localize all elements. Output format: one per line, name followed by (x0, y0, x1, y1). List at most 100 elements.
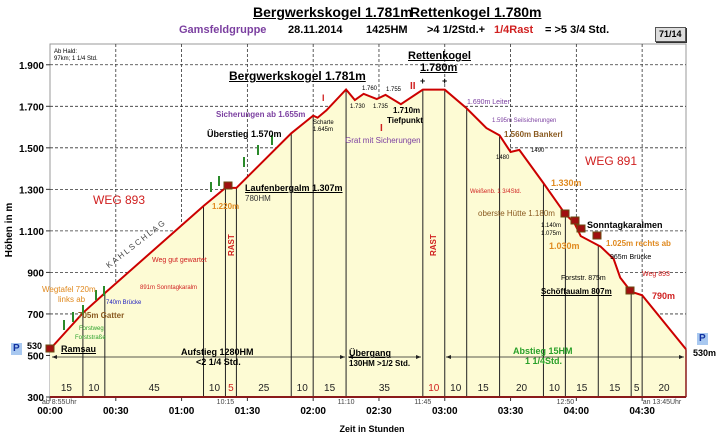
label-1490: 1490 (531, 148, 545, 154)
x-tick-label: 03:00 (432, 406, 458, 417)
clock-label: ab 8:55Uhr (42, 399, 77, 406)
label-gewartet: Weg gut gewartet (152, 257, 207, 264)
segment-duration: 5 (228, 383, 234, 394)
parking-icon-end: P (697, 333, 708, 345)
label-1330: 1.330m (551, 178, 582, 188)
x-tick-label: 00:30 (103, 406, 129, 417)
label-scharte: Scharte (313, 120, 334, 126)
y-tick-label: 700 (27, 310, 44, 321)
height-meters: 1425HM (366, 24, 408, 36)
clock-label: an 13:45Uhr (643, 399, 682, 406)
label-forstweg: Forstweg (79, 326, 104, 332)
label-bankerl: 1.560m Bankerl (504, 130, 563, 139)
label-1480: 1480 (496, 155, 510, 161)
label-ueberstieg: Überstieg 1.570m (207, 129, 282, 139)
cross-icon: + (442, 76, 448, 86)
hut-icon (592, 231, 602, 240)
segment-duration: 15 (61, 383, 73, 394)
segment-duration: 10 (450, 383, 462, 394)
label-sonntagkaralm-891: 891m Sonntagkaralm (140, 285, 198, 291)
label-weg893-b: Weg 893 (642, 271, 670, 278)
x-tick-label: 00:00 (37, 406, 63, 417)
y-tick-label: 900 (27, 268, 44, 279)
label-weg893: WEG 893 (93, 193, 146, 207)
label-tiefpunkt: Tiefpunkt (387, 116, 423, 125)
label-scharte-alt: 1.645m (313, 127, 334, 133)
label-790: 790m (652, 291, 676, 301)
y-tick-label: 1.900 (19, 61, 44, 72)
cross-icon: + (420, 76, 426, 86)
segment-duration: 15 (478, 383, 490, 394)
x-tick-label: 01:00 (169, 406, 195, 417)
hut-icon (45, 344, 55, 353)
segment-duration: 15 (576, 383, 588, 394)
label-1025: 1.025m rechts ab (606, 239, 671, 248)
clock-label: 11:10 (338, 399, 355, 406)
hut-icon (576, 224, 586, 233)
parking-icon-start: P (11, 343, 22, 355)
label-leiter: 1.690m Leiter (467, 99, 510, 106)
label-780hm: 780HM (245, 194, 271, 203)
x-tick-label: 01:30 (235, 406, 261, 417)
x-axis-title: Zeit in Stunden (340, 424, 405, 434)
total-time: = >5 3/4 Std. (545, 24, 610, 36)
label-gatter: 705m Gatter (78, 311, 125, 320)
peak1-label: Bergwerkskogel 1.781m (229, 69, 366, 83)
label-aufstieg-time: <2 1/4 Std. (196, 357, 241, 367)
rast-label: RAST (227, 234, 236, 256)
label-links-ab: links ab (58, 295, 86, 304)
note-line2: 97km; 1 1/4 Std. (54, 56, 98, 62)
label-1730: 1.730 (350, 104, 366, 110)
segment-duration: 10 (209, 383, 221, 394)
label-abstieg: Abstieg 15HM (513, 346, 573, 356)
hut-icon (570, 216, 580, 225)
mark-i: I (380, 123, 383, 134)
peak2-alt: 1.780m (420, 62, 458, 74)
label-1075: 1.075m (541, 231, 562, 237)
x-tick-label: 03:30 (498, 406, 524, 417)
rast-label: RAST (429, 234, 438, 256)
segment-duration: 10 (297, 383, 309, 394)
label-end-530: 530m (693, 348, 717, 358)
label-laufenbergalm: Laufenbergalm 1.307m (245, 183, 343, 193)
label-1735: 1.735 (373, 104, 389, 110)
label-bruecke965: 965m Brücke (610, 254, 652, 261)
label-1220: 1.220m (212, 202, 240, 211)
hut-icon (223, 181, 233, 190)
label-grat: Grat mit Sicherungen (345, 136, 421, 145)
label-ramsau: Ramsau (61, 344, 97, 354)
y-tick-label: 1.500 (19, 144, 44, 155)
label-1030: 1.030m (549, 241, 580, 251)
y-tick-label: 300 (27, 393, 44, 404)
clock-label: 10:15 (217, 399, 235, 406)
label-seil: 1.595m Seilsicherungen (492, 118, 557, 124)
label-sonntagkaralmen: Sonntagkaralmen (587, 220, 663, 230)
title-peak2: Rettenkogel 1.780m (410, 4, 542, 20)
segment-duration: 10 (88, 383, 100, 394)
label-1755: 1.755 (386, 87, 402, 93)
date: 28.11.2014 (288, 24, 343, 36)
segment-duration: 5 (634, 383, 640, 394)
mark-ii: II (410, 81, 416, 92)
label-wegtafel: Wegtafel 720m (42, 285, 96, 294)
clock-label: 11:45 (414, 399, 431, 406)
label-uebergang-time: 130HM >1/2 Std. (349, 359, 411, 368)
x-tick-label: 02:00 (300, 406, 326, 417)
label-1140: 1.140m (541, 223, 562, 229)
y-tick-label: 1.100 (19, 227, 44, 238)
segment-duration: 15 (324, 383, 336, 394)
title-peak1: Bergwerkskogel 1.781m (253, 4, 413, 20)
label-weg891: WEG 891 (585, 154, 638, 168)
peak2-name: Rettenkogel (408, 50, 471, 62)
clock-label: 12:50 (557, 399, 575, 406)
segment-duration: 35 (379, 383, 391, 394)
label-bruecke740: 740m Brücke (106, 300, 142, 306)
segment-duration: 10 (549, 383, 561, 394)
page-badge: 71/14 (655, 27, 686, 42)
hut-icon (625, 286, 635, 295)
y-tick-label: 1.300 (19, 185, 44, 196)
profile-fill (50, 89, 686, 398)
label-sicherungen: Sicherungen ab 1.655m (216, 110, 306, 119)
